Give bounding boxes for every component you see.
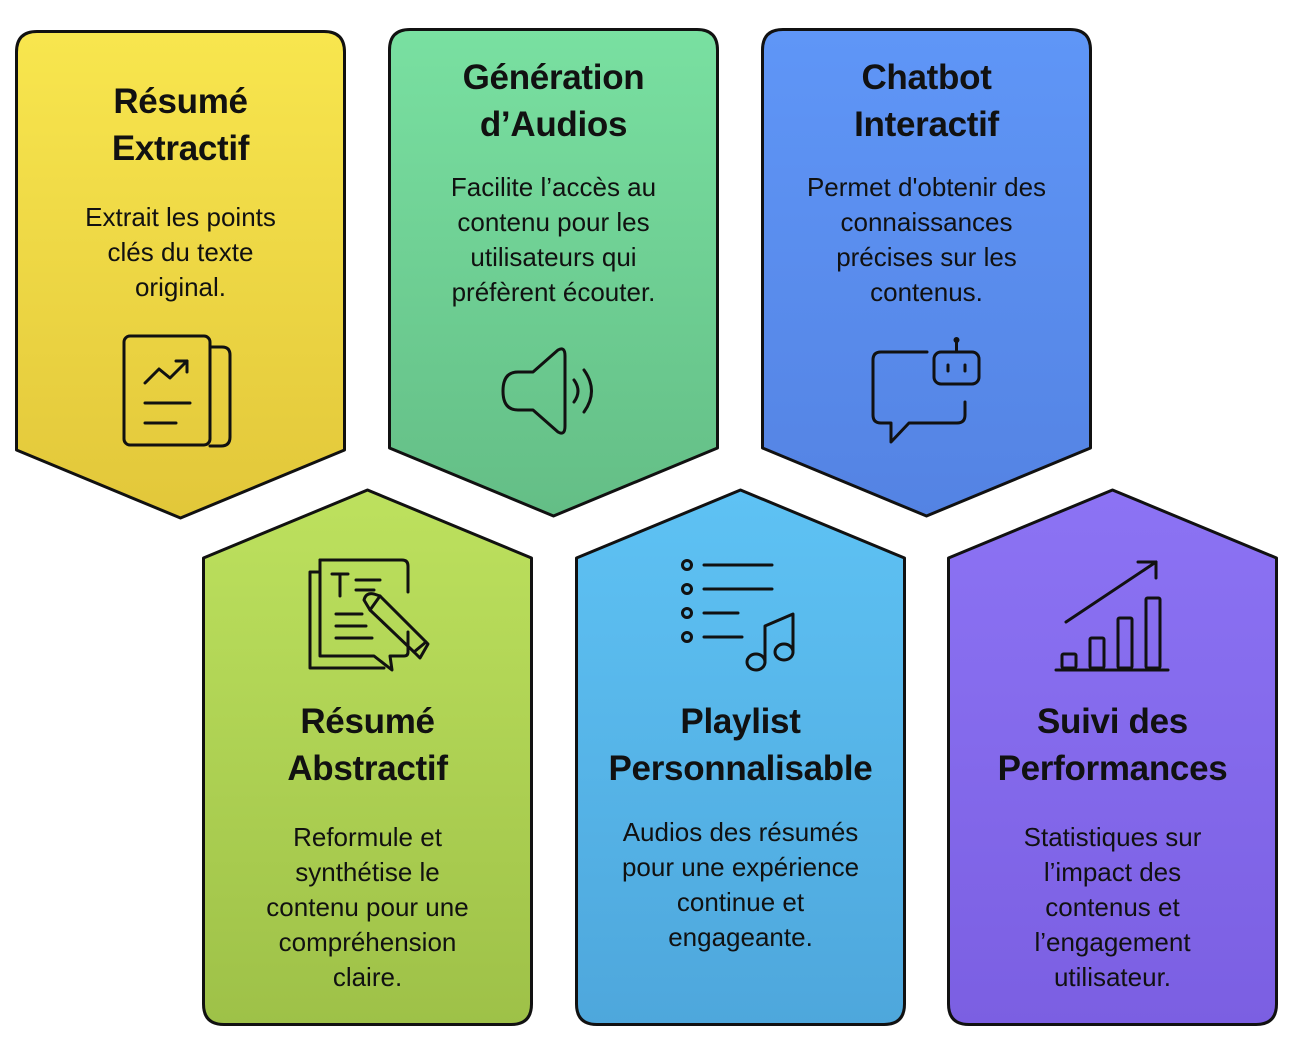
card-title: Génération d’Audios	[388, 54, 719, 148]
card-title: Résumé Extractif	[15, 78, 346, 172]
music-playlist-icon	[678, 558, 803, 681]
card-description: Facilite l’accès au contenu pour les utili…	[388, 170, 719, 310]
card-chatbot-interactif: Chatbot Interactif Permet d'obtenir des co…	[761, 28, 1092, 518]
card-title: Résumé Abstractif	[202, 698, 533, 792]
card-title: Playlist Personnalisable	[575, 698, 906, 792]
card-title: Chatbot Interactif	[761, 54, 1092, 148]
report-chart-icon	[120, 333, 240, 458]
document-edit-icon	[306, 558, 431, 681]
card-description: Audios des résumés pour une expérience con…	[575, 815, 906, 955]
growth-bar-chart-icon	[1054, 558, 1174, 681]
card-resume-extractif: Résumé Extractif Extrait les points clés d…	[15, 30, 346, 520]
chatbot-icon	[869, 336, 984, 453]
card-description: Extrait les points clés du texte original.	[15, 200, 346, 305]
card-suivi-performances: Suivi des Performances Statistiques sur l’…	[947, 488, 1278, 1026]
card-resume-abstractif: Résumé Abstractif Reformule et synthétise …	[202, 488, 533, 1026]
card-title: Suivi des Performances	[947, 698, 1278, 792]
card-playlist-personnalisable: Playlist Personnalisable Audios des résum…	[575, 488, 906, 1026]
card-description: Statistiques sur l’impact des contenus et l…	[947, 820, 1278, 995]
speaker-icon	[498, 346, 608, 443]
card-description: Permet d'obtenir des connaissances précise…	[761, 170, 1092, 310]
card-generation-audios: Génération d’Audios Facilite l’accès au co…	[388, 28, 719, 518]
card-description: Reformule et synthétise le contenu pour un…	[202, 820, 533, 995]
